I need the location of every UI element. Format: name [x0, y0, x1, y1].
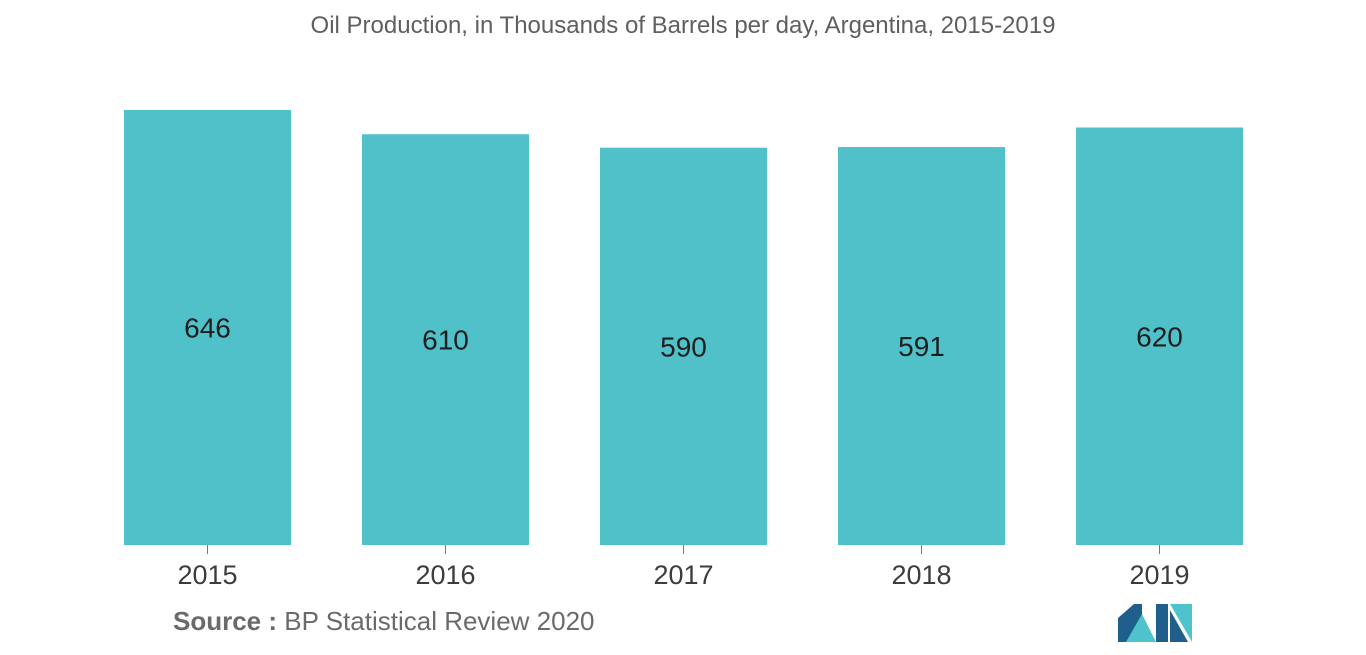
x-tick-label-2017: 2017: [653, 560, 713, 590]
chart-title: Oil Production, in Thousands of Barrels …: [310, 12, 1056, 39]
source-label: Source :: [173, 606, 278, 636]
x-tick-label-2016: 2016: [415, 560, 475, 590]
source-note: Source : BP Statistical Review 2020: [173, 606, 595, 637]
bar-value-label-2019: 620: [1136, 321, 1183, 352]
x-tick-label-2015: 2015: [177, 560, 237, 590]
logo-shape-right: [1156, 604, 1168, 642]
x-tick-label-2018: 2018: [891, 560, 951, 590]
bar-2019: [1076, 127, 1243, 545]
bar-value-label-2017: 590: [660, 331, 707, 362]
source-text: BP Statistical Review 2020: [284, 606, 595, 636]
bar-chart: 646 2015 610 2016 590 2017 591 2018 620 2019: [124, 110, 1243, 591]
bar-value-label-2016: 610: [422, 325, 469, 356]
logo-shape-mid: [1126, 614, 1156, 642]
brand-logo-icon: [1118, 604, 1192, 642]
bars-layer: [124, 110, 1243, 546]
bar-value-label-2015: 646: [184, 313, 231, 344]
bar-2018: [838, 147, 1005, 546]
labels-layer: 646 2015 610 2016 590 2017 591 2018 620 2019: [177, 313, 1189, 591]
ticks-layer: [207, 545, 1160, 554]
logo-shape-far: [1170, 604, 1192, 642]
x-tick-label-2019: 2019: [1129, 560, 1189, 590]
bar-2016: [362, 134, 529, 545]
logo-shape-far2: [1170, 610, 1188, 642]
bar-value-label-2018: 591: [898, 331, 945, 362]
bar-2015: [124, 110, 291, 545]
bar-2017: [600, 147, 767, 545]
